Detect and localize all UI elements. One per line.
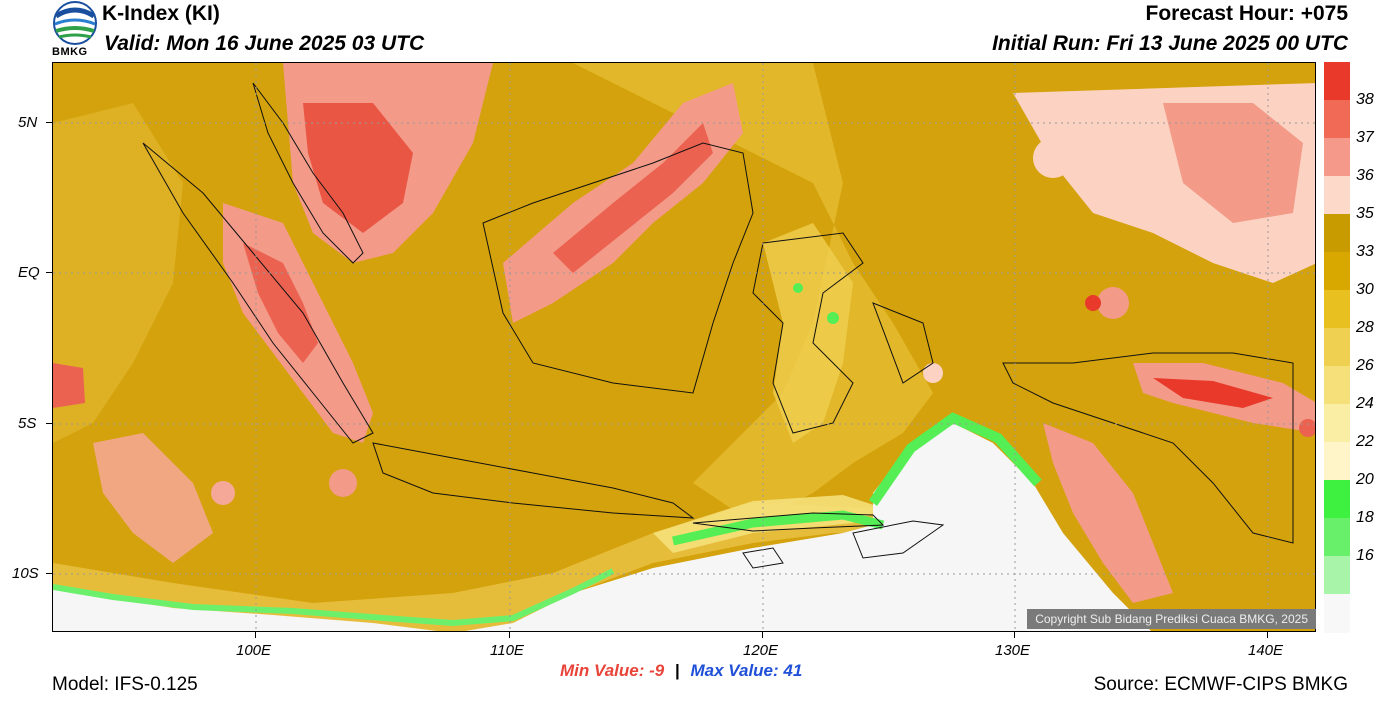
lon-label-130e: 130E xyxy=(995,642,1031,659)
lat-label-5s: 5S xyxy=(18,415,37,432)
gridlines xyxy=(53,63,1315,631)
lat-tick xyxy=(46,423,52,424)
field-white-timor-sea xyxy=(465,423,1151,631)
lon-label-110e: 110E xyxy=(490,642,524,659)
field-red-newguinea-core xyxy=(1153,378,1273,408)
lat-label-10s: 10S xyxy=(12,565,39,582)
lon-tick xyxy=(762,632,763,638)
field-green-spot-1 xyxy=(793,283,803,293)
colorbar-label: 33 xyxy=(1356,243,1374,260)
field-light-band xyxy=(573,63,933,523)
colorbar-segment xyxy=(1324,442,1350,481)
colorbar-label: 26 xyxy=(1356,357,1374,374)
colorbar-label: 18 xyxy=(1356,509,1374,526)
bmkg-logo: BMKG xyxy=(50,0,100,62)
colorbar-label: 35 xyxy=(1356,205,1374,222)
min-label: Min Value: xyxy=(560,661,645,680)
forecast-hour: Forecast Hour: +075 xyxy=(1145,2,1349,25)
lon-label-100e: 100E xyxy=(236,642,272,659)
field-green-edge-south xyxy=(672,510,885,546)
field-red-sumatra-core xyxy=(243,243,318,363)
colorbar-segment xyxy=(1324,100,1350,139)
min-max-values: Min Value: -9 | Max Value: 41 xyxy=(560,661,802,681)
colorbar-segment xyxy=(1324,556,1350,595)
lat-label-eq: EQ xyxy=(18,264,40,281)
colorbar-segment xyxy=(1324,214,1350,253)
field-red-borneo-core xyxy=(553,123,713,273)
lon-label-140e: 140E xyxy=(1248,642,1284,659)
field-blob-1 xyxy=(1033,138,1073,178)
colorbar-label: 30 xyxy=(1356,281,1374,298)
colorbar-label: 38 xyxy=(1356,91,1374,108)
field-red-pacific-core xyxy=(1163,103,1303,223)
lon-tick xyxy=(509,632,510,638)
colorbar-segment xyxy=(1324,518,1350,557)
colorbar-segment xyxy=(1324,480,1350,519)
field-green-spot-2 xyxy=(827,312,839,324)
logo-text: BMKG xyxy=(52,46,88,58)
field-blob-7 xyxy=(1299,419,1315,437)
colorbar-label: 20 xyxy=(1356,471,1374,488)
colorbar-segment xyxy=(1324,138,1350,177)
colorbar-label: 24 xyxy=(1356,395,1374,412)
lat-label-5n: 5N xyxy=(18,114,38,131)
colorbar-label: 22 xyxy=(1356,433,1374,450)
map-svg xyxy=(53,63,1315,631)
model-info: Model: IFS-0.125 xyxy=(52,674,198,695)
colorbar-segment xyxy=(1324,594,1350,633)
colorbar-label: 36 xyxy=(1356,167,1374,184)
lon-tick xyxy=(255,632,256,638)
colorbar-label: 37 xyxy=(1356,129,1374,146)
colorbar-label: 16 xyxy=(1356,547,1374,564)
field-blob-4 xyxy=(329,469,357,497)
lon-tick xyxy=(1267,632,1268,638)
field-red-west-edge xyxy=(53,363,85,408)
chart-title: K-Index (KI) xyxy=(102,2,220,25)
field-blob-2 xyxy=(1097,287,1129,319)
colorbar-segment xyxy=(1324,366,1350,405)
field-green-edge-east xyxy=(868,412,1042,506)
initial-run: Initial Run: Fri 13 June 2025 00 UTC xyxy=(992,32,1348,55)
colorbar-segment xyxy=(1324,328,1350,367)
field-green-edge-sw xyxy=(53,568,615,627)
field-red-indian xyxy=(93,433,213,563)
colorbar-segment xyxy=(1324,252,1350,291)
lat-tick xyxy=(46,122,52,123)
field-blob-5 xyxy=(211,481,235,505)
lon-label-120e: 120E xyxy=(743,642,779,659)
colorbar-label: 28 xyxy=(1356,319,1374,336)
min-value: -9 xyxy=(649,661,665,680)
map-panel xyxy=(52,62,1316,632)
copyright-notice: Copyright Sub Bidang Prediksi Cuaca BMKG… xyxy=(1027,609,1316,629)
lon-tick xyxy=(1014,632,1015,638)
source-info: Source: ECMWF-CIPS BMKG xyxy=(1093,674,1348,695)
colorbar-segment xyxy=(1324,404,1350,443)
colorbar xyxy=(1324,62,1350,633)
lat-tick xyxy=(46,573,52,574)
colorbar-segment xyxy=(1324,290,1350,329)
separator: | xyxy=(674,661,680,680)
field-red-malaya-core xyxy=(303,103,413,233)
lat-tick xyxy=(46,272,52,273)
max-value: 41 xyxy=(783,661,803,680)
colorbar-segment xyxy=(1324,62,1350,101)
field-white-southwest xyxy=(53,588,437,631)
field-blob-3 xyxy=(1085,295,1101,311)
field-light-west xyxy=(53,103,183,443)
field-pale-sulawesi xyxy=(763,223,853,443)
field-blob-6 xyxy=(923,363,943,383)
colorbar-segment xyxy=(1324,176,1350,215)
coastlines xyxy=(142,82,1294,569)
valid-time: Valid: Mon 16 June 2025 03 UTC xyxy=(104,32,425,55)
max-label: Max Value: xyxy=(690,661,779,680)
field-red-arafura xyxy=(1043,423,1173,603)
